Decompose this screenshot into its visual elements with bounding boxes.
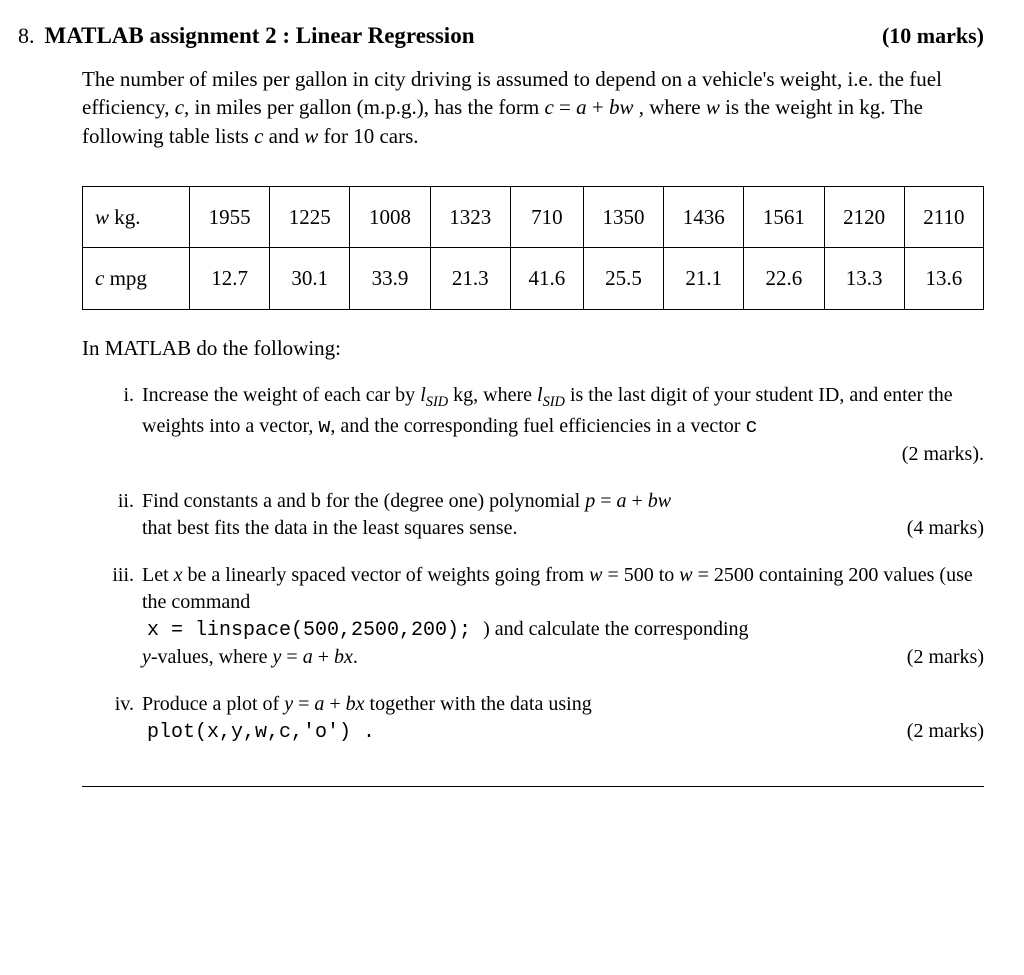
marks-line: (2 marks).: [142, 441, 984, 468]
var-w: w: [304, 124, 318, 148]
table-cell: 30.1: [270, 248, 350, 309]
code-w: w: [318, 416, 330, 439]
table-cell: 12.7: [190, 248, 270, 309]
item-content: Find constants a and b for the (degree o…: [142, 488, 984, 542]
var-w: w: [706, 95, 720, 119]
var-c: c: [254, 124, 263, 148]
table-cell: 22.6: [744, 248, 824, 309]
item-marks: (2 marks).: [882, 441, 984, 468]
table-cell: 2110: [904, 187, 983, 248]
question-title: MATLAB assignment 2 : Linear Regression: [45, 20, 475, 51]
sub-sid: SID: [543, 394, 565, 410]
table-cell: 1561: [744, 187, 824, 248]
total-marks: (10 marks): [882, 21, 994, 51]
code-plot: plot(x,y,w,c,'o') .: [147, 721, 375, 744]
question-header: 8. MATLAB assignment 2 : Linear Regressi…: [18, 20, 994, 51]
eq-eq: =: [554, 95, 576, 119]
question-number: 8.: [18, 21, 35, 51]
var-x: x: [174, 564, 183, 586]
table-cell: 1436: [664, 187, 744, 248]
eq-a: a: [576, 95, 587, 119]
var-y: y: [142, 646, 151, 668]
var-w: w: [679, 564, 692, 586]
var-bw: bw: [648, 490, 671, 512]
var-bx: bx: [334, 646, 353, 668]
marks-line: y-values, where y = a + bx. (2 marks): [142, 644, 984, 671]
eq-lhs: c: [544, 95, 553, 119]
table-cell: 1350: [583, 187, 663, 248]
table-cell: 1225: [270, 187, 350, 248]
table-cell: 710: [510, 187, 583, 248]
table-row: w kg. 1955 1225 1008 1323 710 1350 1436 …: [83, 187, 984, 248]
instruction-line: In MATLAB do the following:: [82, 334, 984, 362]
item-marks: (2 marks): [887, 644, 984, 671]
item-content: Increase the weight of each car by lSID …: [142, 382, 984, 467]
roman-numeral: iv.: [100, 691, 142, 746]
list-item: iv. Produce a plot of y = a + bx togethe…: [100, 691, 984, 746]
table-row: c mpg 12.7 30.1 33.9 21.3 41.6 25.5 21.1…: [83, 248, 984, 309]
table-cell: 33.9: [350, 248, 430, 309]
list-item: ii. Find constants a and b for the (degr…: [100, 488, 984, 542]
var-p: p: [585, 490, 595, 512]
data-table: w kg. 1955 1225 1008 1323 710 1350 1436 …: [82, 186, 984, 310]
var-bx: bx: [346, 693, 365, 715]
list-item: iii. Let x be a linearly spaced vector o…: [100, 562, 984, 671]
table-cell: 21.3: [430, 248, 510, 309]
question-body: The number of miles per gallon in city d…: [82, 65, 984, 787]
table-cell: 1955: [190, 187, 270, 248]
intro-text: and: [263, 124, 304, 148]
table-cell: 1008: [350, 187, 430, 248]
var-y: y: [284, 693, 293, 715]
marks-line: that best fits the data in the least squ…: [142, 515, 984, 542]
item-content: Let x be a linearly spaced vector of wei…: [142, 562, 984, 671]
table-cell: 13.3: [824, 248, 904, 309]
table-cell: 1323: [430, 187, 510, 248]
item-marks: (4 marks): [887, 515, 984, 542]
var-w: w: [589, 564, 602, 586]
var-a: a: [303, 646, 313, 668]
code-c: c: [745, 416, 757, 439]
intro-text: for 10 cars.: [318, 124, 418, 148]
table-cell: 21.1: [664, 248, 744, 309]
marks-line: plot(x,y,w,c,'o') . (2 marks): [142, 718, 984, 746]
table-cell: 41.6: [510, 248, 583, 309]
eq-plus: +: [587, 95, 609, 119]
row-label: w kg.: [83, 187, 190, 248]
var-a: a: [314, 693, 324, 715]
roman-numeral: i.: [100, 382, 142, 467]
row-label: c mpg: [83, 248, 190, 309]
intro-paragraph: The number of miles per gallon in city d…: [82, 65, 984, 150]
sub-sid: SID: [426, 394, 448, 410]
code-linspace: x = linspace(500,2500,200);: [147, 619, 483, 642]
roman-numeral: ii.: [100, 488, 142, 542]
list-item: i. Increase the weight of each car by lS…: [100, 382, 984, 467]
table-cell: 2120: [824, 187, 904, 248]
eq-bw: bw: [609, 95, 634, 119]
intro-text: , where: [634, 95, 706, 119]
intro-text: , in miles per gallon (m.p.g.), has the …: [184, 95, 544, 119]
roman-numeral: iii.: [100, 562, 142, 671]
task-list: i. Increase the weight of each car by lS…: [100, 382, 984, 745]
var-a: a: [617, 490, 627, 512]
var-c: c: [175, 95, 184, 119]
item-content: Produce a plot of y = a + bx together wi…: [142, 691, 984, 746]
table-cell: 25.5: [583, 248, 663, 309]
item-marks: (2 marks): [887, 718, 984, 746]
section-rule: [82, 786, 984, 787]
table-cell: 13.6: [904, 248, 983, 309]
